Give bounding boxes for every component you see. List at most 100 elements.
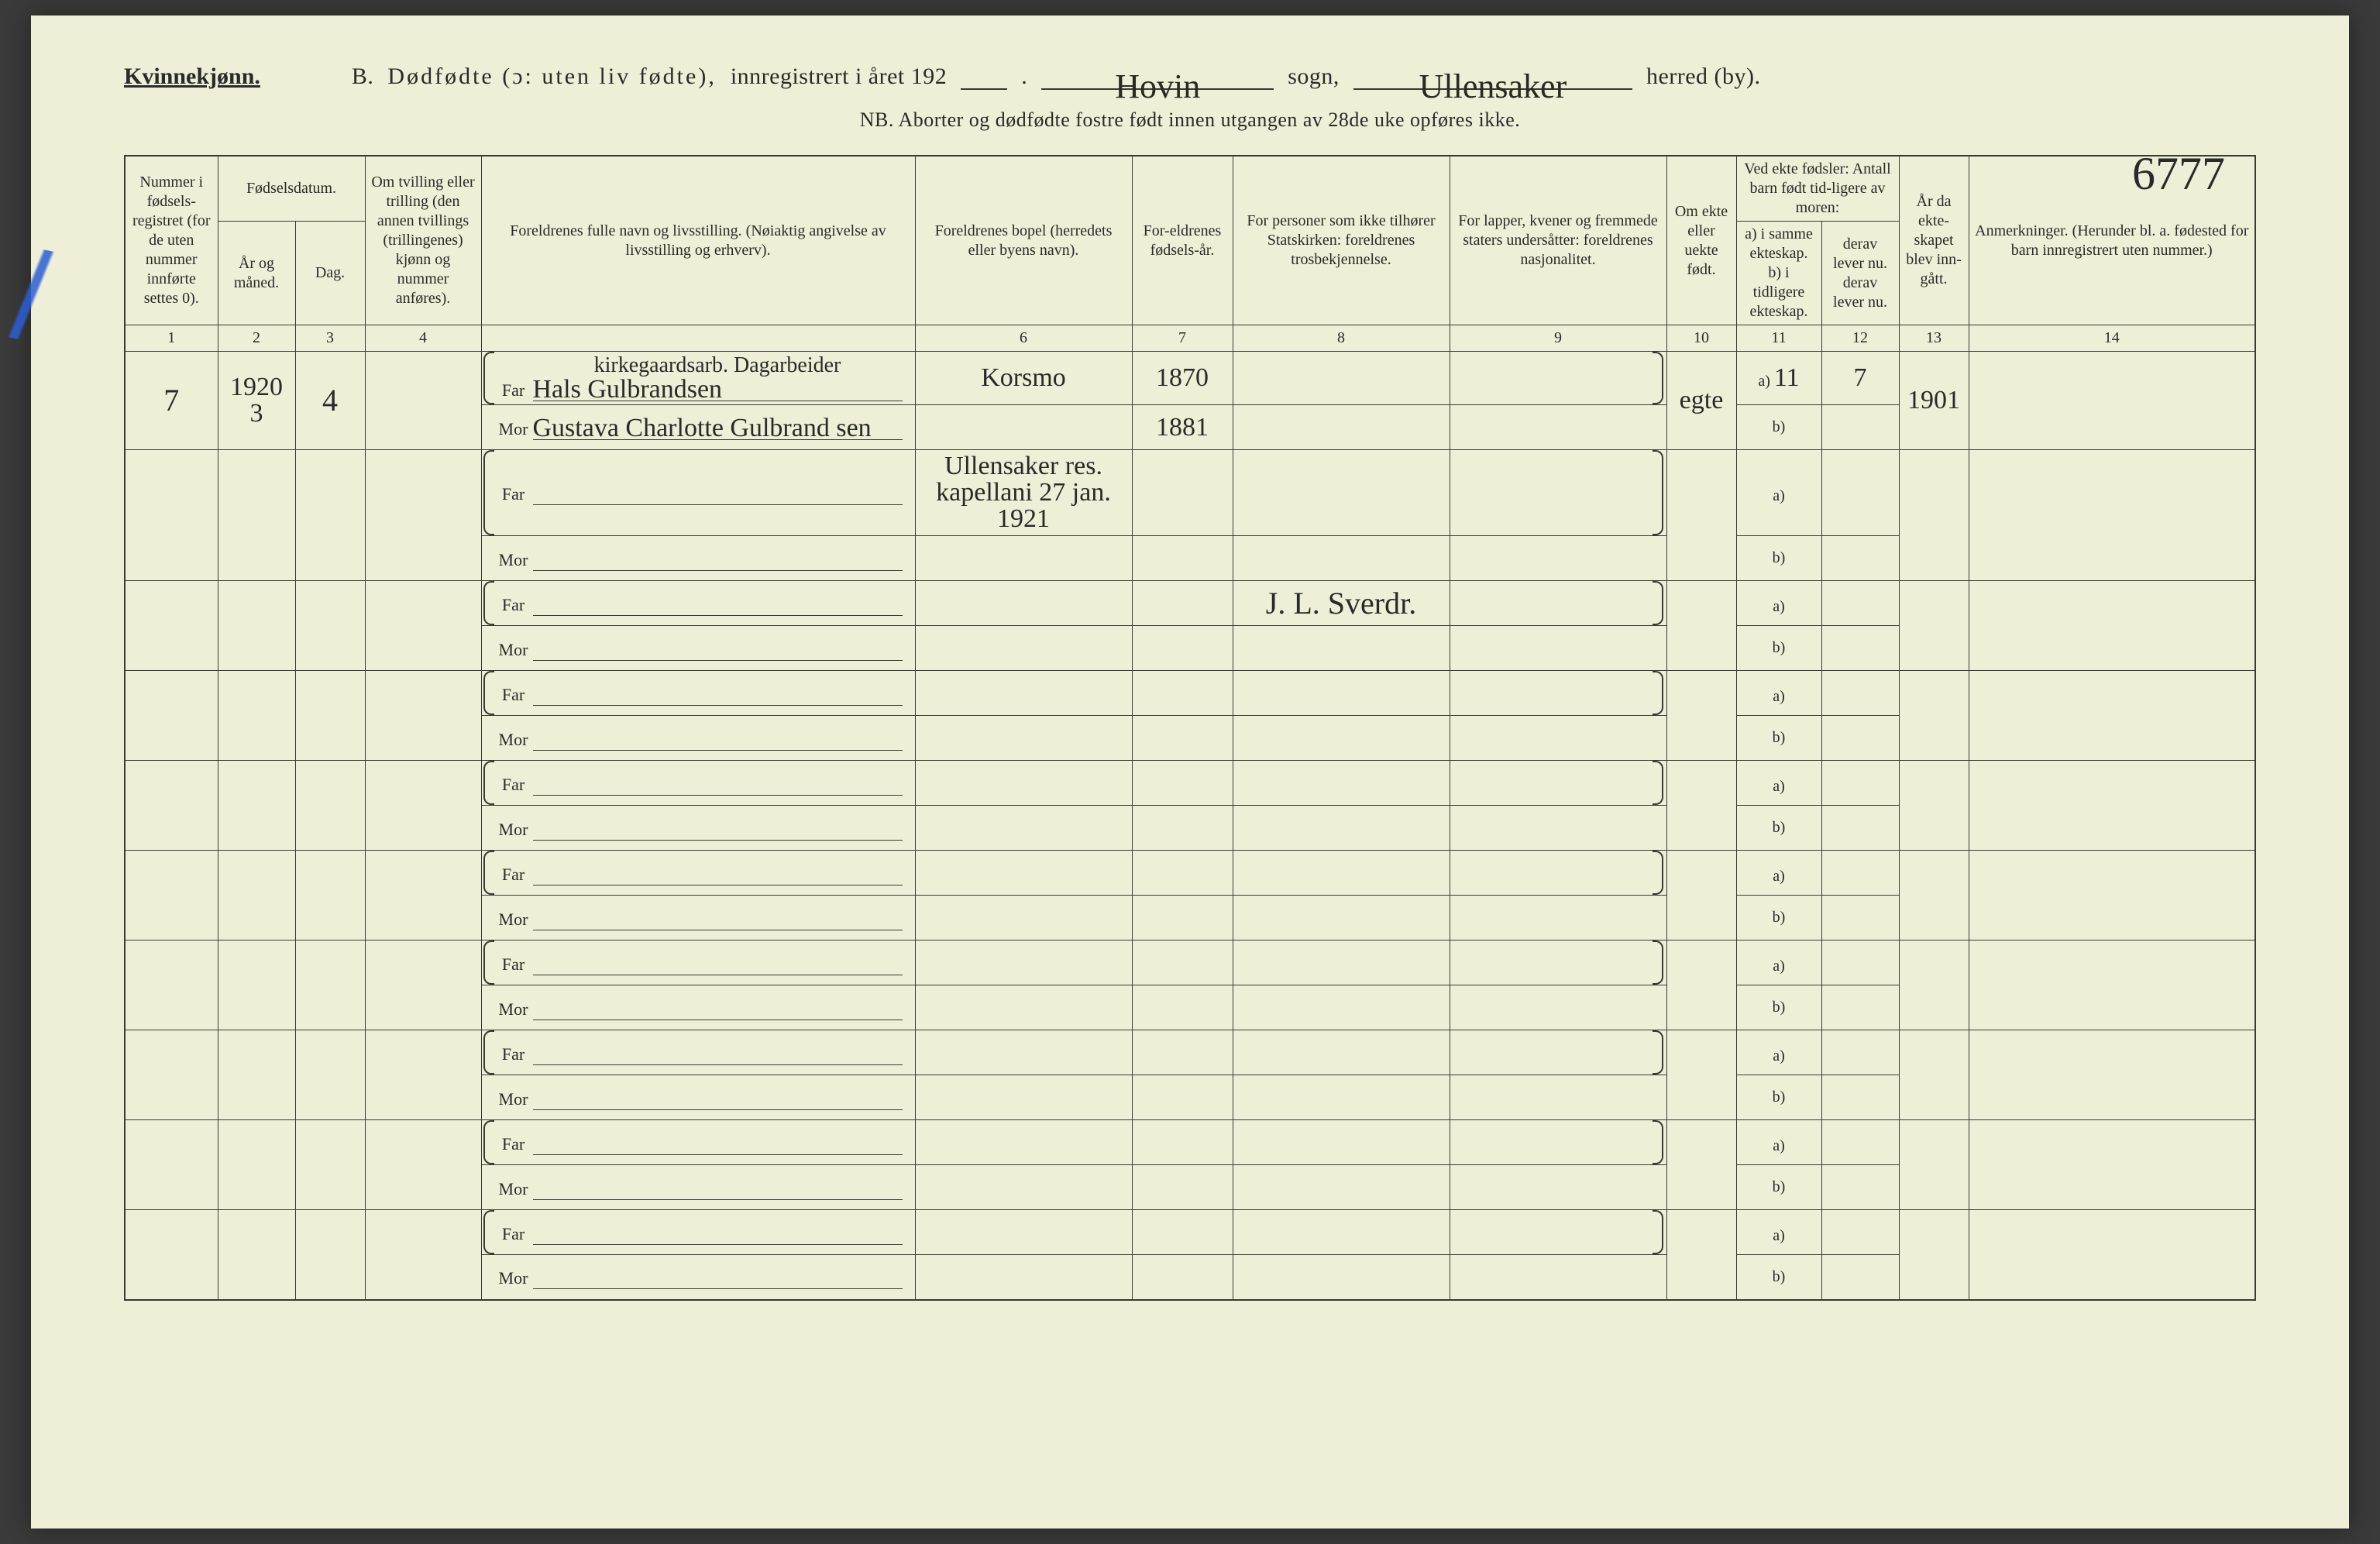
- mor-label: Mor: [494, 1088, 533, 1110]
- cell-a: a): [1736, 1120, 1821, 1165]
- cell-day: [295, 1120, 365, 1210]
- cell-twin: [365, 1120, 481, 1210]
- cell-residence-mor: [915, 626, 1132, 671]
- gender-label: Kvinnekjønn.: [124, 64, 260, 90]
- cell-nationality: [1450, 1030, 1666, 1075]
- register-table: Nummer i fødsels-registret (for de uten …: [124, 155, 2256, 1301]
- cell-ekte: [1666, 671, 1736, 761]
- colnum-13: 13: [1899, 325, 1969, 352]
- cell-remarks: [1969, 1030, 2255, 1120]
- cell-b: b): [1736, 626, 1821, 671]
- cell-far-name: Far: [481, 1120, 915, 1165]
- brace-right-icon: [1653, 352, 1663, 404]
- cell-far-birth: 1870: [1132, 352, 1233, 405]
- cell-residence: [915, 581, 1132, 626]
- cell-religion: J. L. Sverdr.: [1233, 581, 1450, 626]
- col-header-2a: År og måned.: [218, 222, 295, 325]
- cell-day: [295, 1210, 365, 1300]
- cell-num: [125, 581, 218, 671]
- col-header-2b: Dag.: [295, 222, 365, 325]
- colnum-4: 4: [365, 325, 481, 352]
- cell-a-lever: [1821, 940, 1899, 985]
- cell-ekte: [1666, 1030, 1736, 1120]
- mor-label: Mor: [494, 1267, 533, 1289]
- cell-residence-mor: [915, 716, 1132, 761]
- cell-ekte: [1666, 1120, 1736, 1210]
- cell-mor-birth: [1132, 896, 1233, 940]
- cell-a: a): [1736, 581, 1821, 626]
- cell-b-lever: [1821, 985, 1899, 1030]
- cell-ekte: [1666, 851, 1736, 940]
- blue-pencil-mark: [0, 244, 64, 345]
- table-row-far: Fara): [125, 1210, 2255, 1255]
- cell-residence: [915, 1210, 1132, 1255]
- cell-remarks: [1969, 940, 2255, 1030]
- brace-right-icon: [1653, 450, 1663, 535]
- cell-year-married: 1901: [1899, 352, 1969, 450]
- cell-religion: [1233, 671, 1450, 716]
- brace-right-icon: [1653, 581, 1663, 625]
- cell-day: [295, 851, 365, 940]
- cell-b: b): [1736, 1075, 1821, 1120]
- cell-religion-mor: [1233, 1255, 1450, 1300]
- cell-religion: [1233, 352, 1450, 405]
- cell-day: [295, 671, 365, 761]
- col-header-9: For lapper, kvener og fremmede staters u…: [1450, 156, 1666, 325]
- cell-residence: [915, 1120, 1132, 1165]
- cell-year-month: [218, 1210, 295, 1300]
- cell-mor-name: Mor: [481, 806, 915, 851]
- cell-nationality: [1450, 940, 1666, 985]
- cell-year-married: [1899, 761, 1969, 851]
- section-letter: B.: [352, 64, 374, 90]
- cell-b-lever: [1821, 1255, 1899, 1300]
- brace-left-icon: [483, 450, 494, 535]
- cell-mor-name: Mor: [481, 716, 915, 761]
- colnum-14: 14: [1969, 325, 2255, 352]
- far-label: Far: [494, 1223, 533, 1245]
- cell-nationality: [1450, 851, 1666, 896]
- mor-label: Mor: [494, 909, 533, 930]
- cell-religion: [1233, 1120, 1450, 1165]
- year-blank: [961, 62, 1007, 90]
- cell-year-married: [1899, 1120, 1969, 1210]
- cell-num: [125, 851, 218, 940]
- table-head: Nummer i fødsels-registret (for de uten …: [125, 156, 2255, 352]
- cell-b-lever: [1821, 536, 1899, 581]
- cell-b-lever: [1821, 405, 1899, 450]
- cell-far-name: Far: [481, 851, 915, 896]
- cell-twin: [365, 581, 481, 671]
- brace-left-icon: [483, 1120, 494, 1164]
- cell-residence: [915, 1030, 1132, 1075]
- cell-nationality-mor: [1450, 1075, 1666, 1120]
- table-row-far: Fara): [125, 851, 2255, 896]
- cell-remarks: [1969, 450, 2255, 581]
- cell-b: b): [1736, 806, 1821, 851]
- cell-a: a): [1736, 1030, 1821, 1075]
- cell-religion-mor: [1233, 626, 1450, 671]
- brace-right-icon: [1653, 1210, 1663, 1254]
- cell-far-name: Far: [481, 671, 915, 716]
- cell-year-married: [1899, 1030, 1969, 1120]
- cell-nationality-mor: [1450, 626, 1666, 671]
- sogn-label: sogn,: [1288, 64, 1340, 90]
- cell-day: [295, 450, 365, 581]
- herred-label: herred (by).: [1646, 64, 1761, 90]
- cell-b-lever: [1821, 1165, 1899, 1210]
- colnum-11: 11: [1736, 325, 1821, 352]
- cell-ekte: egte: [1666, 352, 1736, 450]
- far-label: Far: [494, 380, 533, 401]
- col-header-10: Om ekte eller uekte født.: [1666, 156, 1736, 325]
- cell-residence-mor: [915, 806, 1132, 851]
- mor-label: Mor: [494, 999, 533, 1020]
- cell-religion: [1233, 450, 1450, 536]
- cell-religion: [1233, 761, 1450, 806]
- col-header-11-group: Ved ekte fødsler: Antall barn født tid-l…: [1736, 156, 1899, 222]
- cell-year-married: [1899, 671, 1969, 761]
- table-row-far: Fara): [125, 761, 2255, 806]
- far-label: Far: [494, 1133, 533, 1155]
- cell-far-name: Far: [481, 940, 915, 985]
- col-header-6: Foreldrenes bopel (herredets eller byens…: [915, 156, 1132, 325]
- cell-b: b): [1736, 1255, 1821, 1300]
- cell-nationality-mor: [1450, 405, 1666, 450]
- mor-label: Mor: [494, 549, 533, 571]
